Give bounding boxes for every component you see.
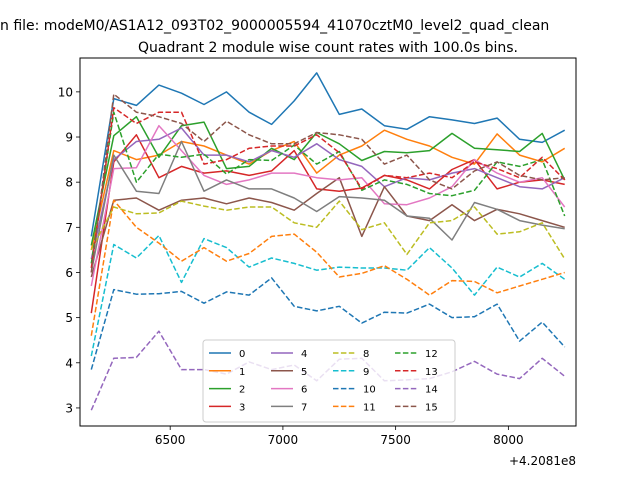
series-line-11 — [90, 199, 565, 336]
series-line-9 — [90, 234, 566, 357]
legend-label-11: 11 — [363, 402, 376, 413]
y-tick-label: 3 — [65, 401, 73, 415]
series-line-6 — [90, 124, 566, 287]
y-tick-label: 6 — [65, 266, 73, 280]
legend-label-15: 15 — [425, 402, 438, 413]
legend-label-14: 14 — [425, 385, 438, 396]
legend-label-9: 9 — [363, 367, 369, 378]
series-line-8 — [90, 200, 566, 260]
y-tick-label: 8 — [65, 176, 73, 190]
legend-label-6: 6 — [301, 385, 307, 396]
chart-title: Quadrant 2 module wise count rates with … — [138, 40, 518, 56]
series-line-3 — [90, 134, 565, 314]
series-line-12 — [90, 111, 566, 264]
series-line-7 — [90, 140, 565, 273]
figure-suptitle: n file: modeM0/AS1A12_093T02_9000005594_… — [0, 18, 549, 34]
legend-box — [202, 339, 456, 423]
y-tick-label: 9 — [65, 131, 73, 145]
legend-label-2: 2 — [239, 385, 245, 396]
legend-label-1: 1 — [239, 367, 245, 378]
x-tick-label: 7000 — [268, 433, 299, 447]
legend-label-5: 5 — [301, 367, 307, 378]
x-axis-offset-label: +4.2081e8 — [509, 454, 576, 468]
series-line-13 — [90, 106, 566, 269]
legend-label-4: 4 — [301, 349, 307, 360]
series-layer — [90, 72, 566, 411]
x-tick-label: 7500 — [380, 433, 411, 447]
x-tick-label: 8000 — [493, 433, 524, 447]
series-line-4 — [90, 127, 566, 260]
legend-label-7: 7 — [301, 402, 307, 413]
legend-label-13: 13 — [425, 367, 438, 378]
series-line-15 — [90, 93, 565, 273]
legend-label-0: 0 — [239, 349, 245, 360]
series-line-5 — [90, 176, 565, 278]
y-tick-label: 10 — [58, 85, 73, 99]
legend-label-3: 3 — [239, 402, 245, 413]
legend-label-12: 12 — [425, 349, 438, 360]
y-tick-label: 7 — [65, 221, 73, 235]
y-tick-label: 5 — [65, 311, 73, 325]
x-tick-label: 6500 — [155, 433, 186, 447]
series-line-0 — [90, 72, 566, 237]
legend-label-8: 8 — [363, 349, 369, 360]
y-tick-label: 4 — [65, 356, 73, 370]
legend-label-10: 10 — [363, 385, 376, 396]
series-line-10 — [90, 277, 566, 370]
series-line-2 — [90, 115, 566, 246]
plot-frame — [79, 57, 577, 427]
